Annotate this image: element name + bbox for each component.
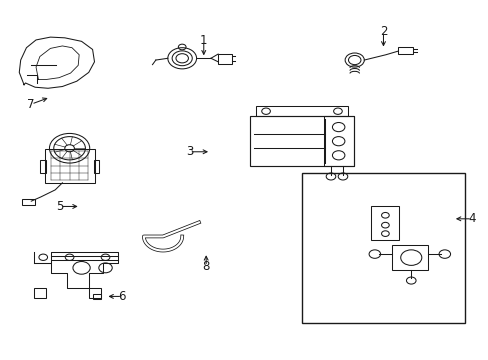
Bar [40,159,45,173]
Text: 8: 8 [202,260,209,273]
Bar [323,117,353,166]
Bar [44,149,94,183]
Text: 3: 3 [185,145,193,158]
Bar [250,117,353,166]
Text: 7: 7 [27,98,35,111]
Bar [21,199,35,206]
Text: 6: 6 [118,290,126,303]
Bar [371,206,399,240]
Text: 5: 5 [56,200,63,213]
Bar [256,106,347,117]
Bar [34,288,45,298]
Text: 4: 4 [468,212,475,225]
Text: 2: 2 [379,25,386,38]
Bar [218,54,231,64]
Bar [93,159,99,173]
Bar [391,245,427,270]
Bar [92,294,101,299]
Bar [302,173,464,323]
Bar [397,47,412,54]
Bar [89,288,101,298]
Text: 1: 1 [200,34,207,47]
